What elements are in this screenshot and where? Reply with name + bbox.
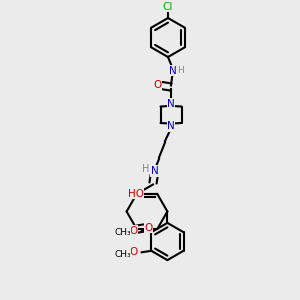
Text: O: O [130,247,138,257]
Text: N: N [169,65,176,76]
Text: O: O [130,226,138,236]
Text: Cl: Cl [163,2,173,12]
Text: HO: HO [128,189,144,199]
Text: H: H [177,66,183,75]
Text: CH₃: CH₃ [114,228,131,237]
Text: O: O [145,223,153,233]
Text: H: H [142,164,149,174]
Text: N: N [167,121,175,131]
Text: N: N [167,98,175,109]
Text: CH₃: CH₃ [114,250,131,259]
Text: O: O [154,80,162,91]
Text: N: N [151,166,158,176]
